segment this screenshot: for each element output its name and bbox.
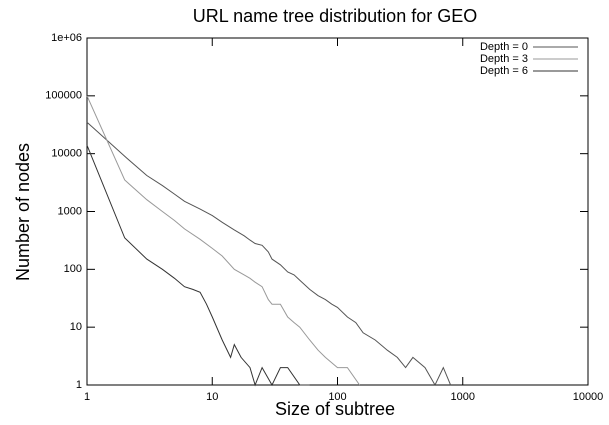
legend-label: Depth = 3	[480, 53, 528, 65]
y-tick-label: 100	[64, 263, 82, 275]
series-line	[86, 95, 361, 386]
series-line	[86, 121, 452, 387]
legend-label: Depth = 6	[480, 65, 528, 77]
x-tick-label: 10000	[573, 391, 604, 403]
y-tick-label: 1	[76, 379, 82, 391]
x-tick-label: 1	[84, 391, 90, 403]
y-tick-label: 1e+06	[51, 32, 82, 44]
x-axis-label: Size of subtree	[275, 399, 395, 419]
x-tick-label: 100	[328, 391, 346, 403]
y-axis-label: Number of nodes	[13, 143, 33, 281]
series-line	[86, 145, 310, 387]
y-tick-label: 1000	[58, 205, 82, 217]
x-tick-label: 1000	[451, 391, 475, 403]
y-tick-label: 100000	[45, 90, 82, 102]
y-tick-label: 10000	[51, 148, 82, 160]
legend-label: Depth = 0	[480, 41, 528, 53]
x-tick-label: 10	[206, 391, 218, 403]
chart-title: URL name tree distribution for GEO	[193, 6, 477, 26]
y-tick-label: 10	[70, 321, 82, 333]
